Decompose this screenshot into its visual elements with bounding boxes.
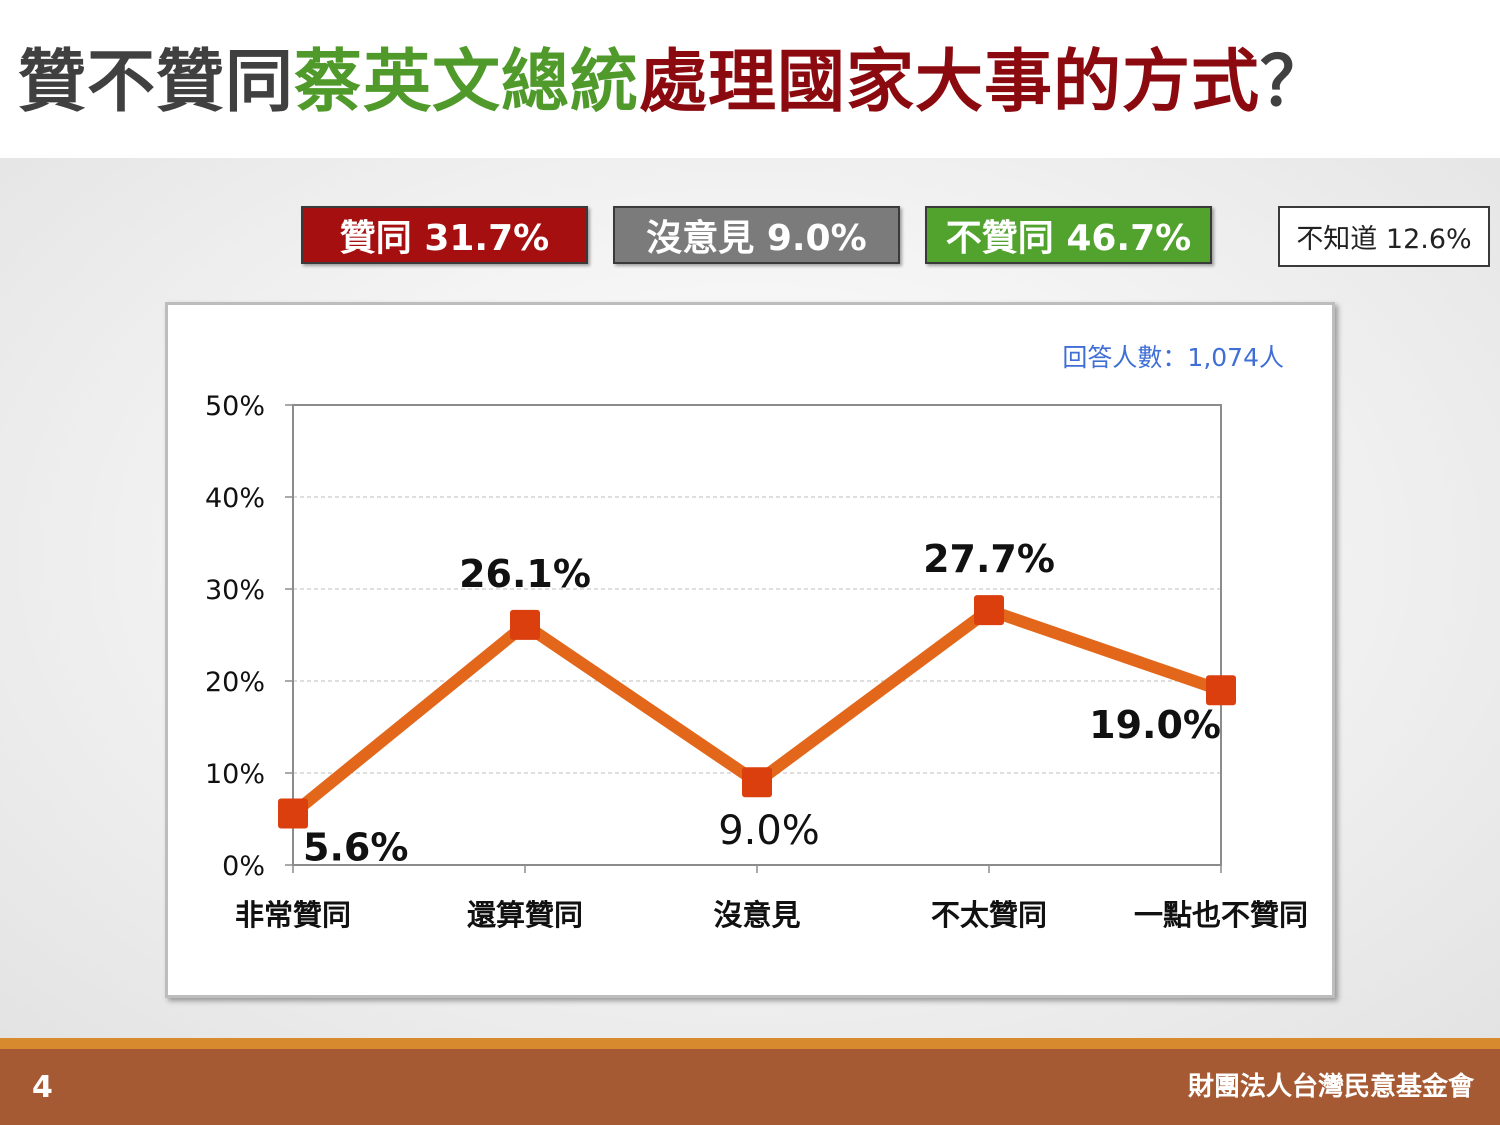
x-category-label: 沒意見 [713,898,800,932]
data-point-marker [1206,675,1236,706]
summary-unknown-box: 不知道 12.6% [1278,206,1490,267]
page-number: 4 [32,1070,53,1105]
y-tick-label: 20% [205,667,265,698]
x-category-label: 一點也不贊同 [1134,898,1308,932]
title-segment: 贊不贊同 [18,43,295,122]
title-segment-highlight-topic: 處理國家大事的方式 [639,43,1261,122]
data-label: 26.1% [459,552,591,596]
organization-name: 財團法人台灣民意基金會 [1187,1072,1474,1102]
x-axis-categories: 非常贊同 還算贊同 沒意見 不太贊同 一點也不贊同 [235,865,1308,932]
respondent-count: 回答人數：1,074人 [1062,343,1284,372]
data-label: 19.0% [1089,703,1221,747]
y-tick-label: 10% [205,759,265,790]
chart-frame [165,302,1335,998]
data-point-marker [278,798,308,829]
data-markers [278,595,1236,829]
data-labels: 5.6% 26.1% 9.0% 27.7% 19.0% [303,537,1221,869]
summary-no-opinion-box: 沒意見 9.0% [613,206,900,264]
x-category-label: 不太贊同 [931,898,1047,932]
footer-accent-line [0,1038,1500,1049]
x-category-label: 還算贊同 [467,898,583,932]
y-axis-ticks: 0% 10% 20% 30% 40% 50% [205,391,265,882]
summary-disapprove-box: 不贊同 46.7% [925,206,1212,264]
y-tick-label: 40% [205,483,265,514]
slide-footer [0,1049,1500,1125]
slide-title: 贊不贊同蔡英文總統處理國家大事的方式？ [18,42,1329,124]
x-category-label: 非常贊同 [235,898,351,932]
data-point-marker [974,595,1004,626]
data-label: 5.6% [303,825,408,869]
data-label: 9.0% [718,808,820,854]
data-label: 27.7% [923,537,1055,581]
data-point-marker [742,767,772,798]
title-question-mark: ？ [1260,43,1330,122]
data-point-marker [510,609,540,640]
summary-approve-box: 贊同 31.7% [301,206,588,264]
title-segment-highlight-name: 蔡英文總統 [294,43,640,122]
y-tick-label: 0% [222,851,265,882]
y-tick-label: 50% [205,391,265,422]
slide-header: 贊不贊同蔡英文總統處理國家大事的方式？ [0,0,1500,158]
y-tick-label: 30% [205,575,265,606]
